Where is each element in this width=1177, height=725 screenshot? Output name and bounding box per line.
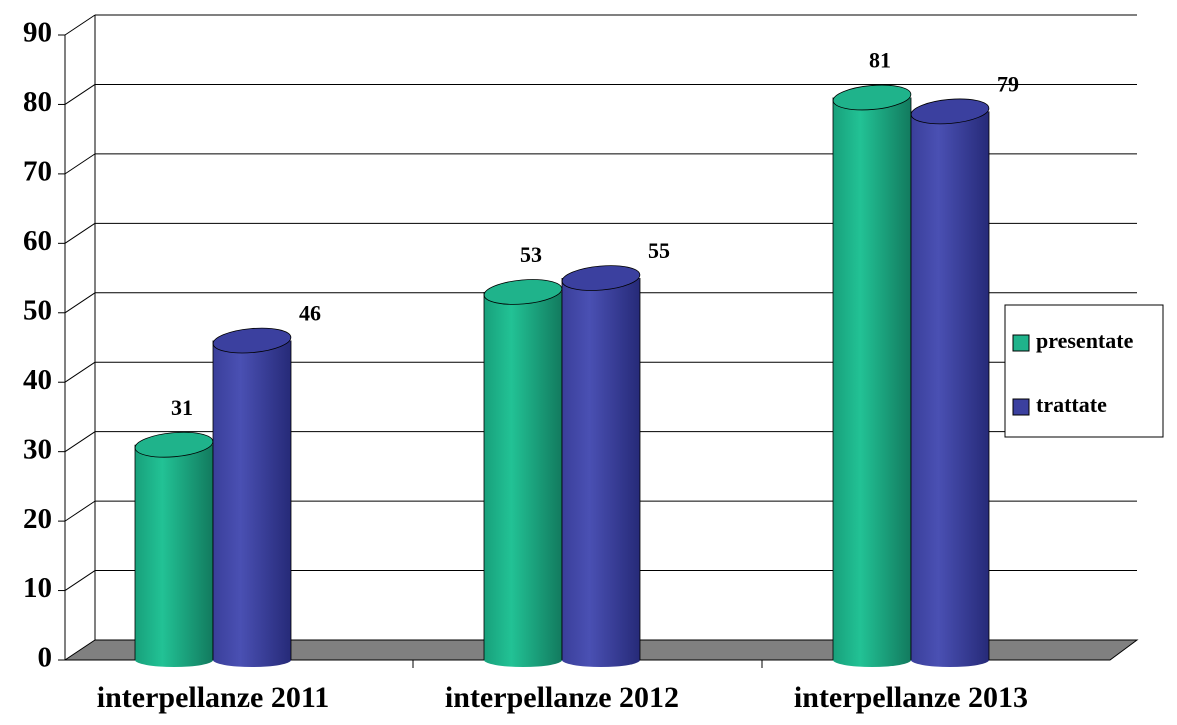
grid-diagonal bbox=[64, 153, 96, 175]
legend-label: trattate bbox=[1036, 392, 1107, 417]
bar bbox=[833, 97, 911, 660]
y-tick-label: 70 bbox=[23, 156, 52, 188]
y-tick-label: 40 bbox=[23, 364, 52, 396]
legend-swatch bbox=[1012, 398, 1030, 416]
value-label: 79 bbox=[997, 71, 1019, 96]
bar bbox=[911, 111, 989, 660]
value-label: 46 bbox=[299, 301, 321, 326]
legend-swatch bbox=[1012, 334, 1030, 352]
grid-diagonal bbox=[64, 84, 96, 105]
bar bbox=[562, 278, 640, 660]
y-tick-label: 20 bbox=[23, 503, 52, 535]
bar bbox=[484, 291, 562, 660]
legend-box bbox=[1004, 304, 1164, 438]
grid-diagonal bbox=[64, 431, 96, 453]
x-tick-label: interpellanze 2011 bbox=[97, 681, 329, 714]
legend-label: presentate bbox=[1036, 328, 1134, 353]
bar bbox=[213, 340, 291, 660]
grid-diagonal bbox=[64, 361, 96, 383]
y-tick-label: 10 bbox=[23, 572, 52, 604]
grid-diagonal bbox=[64, 500, 96, 522]
y-tick-label: 0 bbox=[38, 642, 53, 674]
y-tick-label: 90 bbox=[23, 17, 52, 49]
value-label: 55 bbox=[648, 238, 670, 263]
grid-diagonal bbox=[64, 222, 96, 244]
value-label: 31 bbox=[171, 395, 193, 420]
y-tick-label: 30 bbox=[23, 433, 52, 465]
value-label: 81 bbox=[869, 48, 891, 73]
bar bbox=[135, 444, 213, 660]
x-tick-label: interpellanze 2012 bbox=[445, 681, 679, 714]
x-tick-label: interpellanze 2013 bbox=[794, 681, 1028, 714]
y-tick-label: 80 bbox=[23, 86, 52, 118]
grid-diagonal bbox=[64, 14, 96, 36]
y-tick-label: 60 bbox=[23, 225, 52, 257]
value-label: 53 bbox=[520, 242, 542, 267]
y-tick-label: 50 bbox=[23, 294, 52, 326]
grid-diagonal bbox=[64, 570, 96, 591]
grid-diagonal bbox=[64, 292, 96, 314]
